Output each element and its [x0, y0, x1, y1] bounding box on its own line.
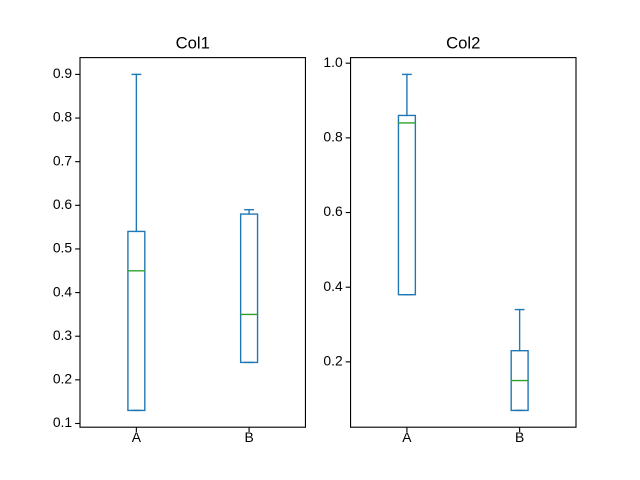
svg-text:0.8: 0.8: [323, 129, 343, 145]
svg-text:0.9: 0.9: [53, 65, 73, 81]
svg-text:Col2: Col2: [446, 34, 480, 53]
svg-text:0.1: 0.1: [53, 414, 73, 430]
svg-text:0.3: 0.3: [53, 327, 73, 343]
svg-text:0.6: 0.6: [323, 203, 343, 219]
svg-text:B: B: [244, 429, 253, 445]
svg-text:0.4: 0.4: [323, 278, 343, 294]
svg-text:0.7: 0.7: [53, 152, 73, 168]
svg-text:0.5: 0.5: [53, 240, 73, 256]
svg-text:Col1: Col1: [176, 34, 210, 53]
svg-text:A: A: [402, 429, 412, 445]
svg-text:0.2: 0.2: [323, 353, 343, 369]
svg-text:0.8: 0.8: [53, 109, 73, 125]
svg-text:0.2: 0.2: [53, 371, 73, 387]
svg-text:1.0: 1.0: [323, 54, 343, 70]
svg-text:B: B: [515, 429, 524, 445]
svg-text:0.4: 0.4: [53, 283, 73, 299]
svg-text:A: A: [132, 429, 142, 445]
svg-text:0.6: 0.6: [53, 196, 73, 212]
